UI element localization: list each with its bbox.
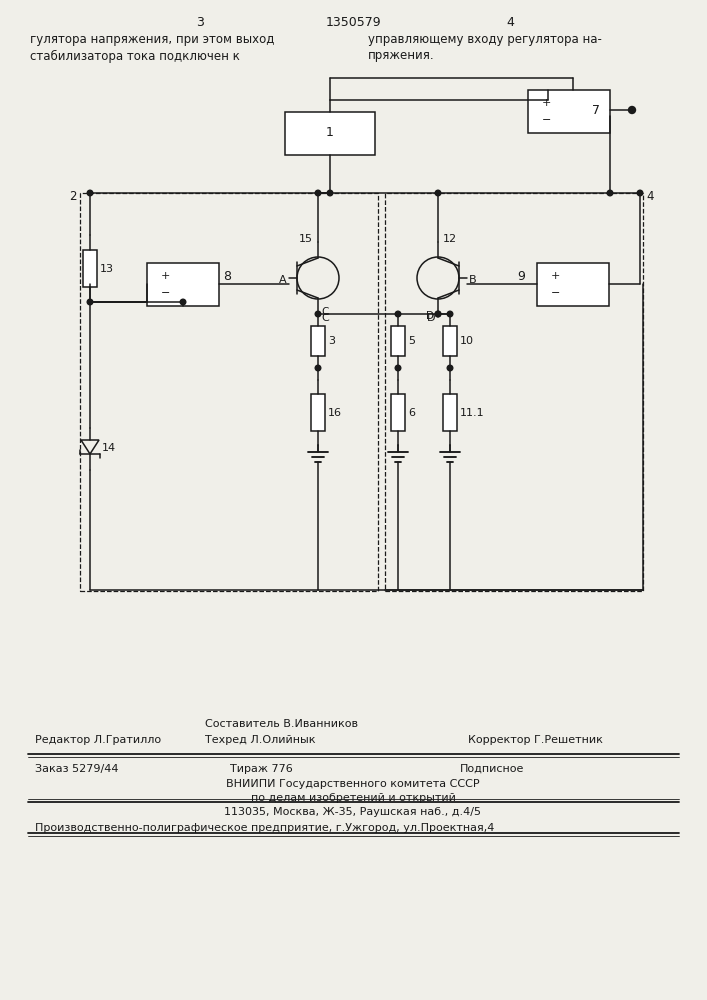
Text: +: +: [551, 271, 561, 281]
Text: Заказ 5279/44: Заказ 5279/44: [35, 764, 119, 774]
Circle shape: [436, 311, 440, 317]
Bar: [385, 193, 643, 591]
Bar: [443, 394, 457, 431]
Text: Тираж 776: Тираж 776: [230, 764, 293, 774]
Text: 113035, Москва, Ж-35, Раушская наб., д.4/5: 113035, Москва, Ж-35, Раушская наб., д.4…: [225, 807, 481, 817]
Text: 1350579: 1350579: [325, 15, 381, 28]
Circle shape: [637, 190, 643, 196]
Text: гулятора напряжения, при этом выход: гулятора напряжения, при этом выход: [30, 33, 274, 46]
Text: 12: 12: [443, 234, 457, 244]
Bar: [311, 394, 325, 431]
Text: B: B: [469, 275, 477, 285]
Bar: [80, 193, 378, 591]
Circle shape: [436, 190, 440, 196]
Text: 3: 3: [328, 336, 335, 346]
Text: 3: 3: [196, 15, 204, 28]
Text: 11.1: 11.1: [460, 408, 484, 418]
Circle shape: [327, 190, 333, 196]
Text: 15: 15: [299, 234, 313, 244]
Text: C: C: [321, 313, 329, 323]
Text: 4: 4: [646, 190, 653, 204]
Text: 8: 8: [223, 270, 231, 284]
Text: 4: 4: [506, 15, 514, 28]
Circle shape: [395, 365, 401, 371]
Bar: [147, 263, 219, 306]
Text: управляющему входу регулятора на-: управляющему входу регулятора на-: [368, 33, 602, 46]
Text: A: A: [279, 275, 287, 285]
Text: D: D: [426, 313, 435, 323]
Text: 13: 13: [100, 263, 114, 273]
Circle shape: [87, 299, 93, 305]
Text: 7: 7: [592, 104, 600, 117]
Text: Подписное: Подписное: [460, 764, 525, 774]
Circle shape: [448, 365, 452, 371]
Text: C: C: [321, 307, 328, 317]
Text: Составитель В.Иванников: Составитель В.Иванников: [205, 719, 358, 729]
Text: Корректор Г.Решетник: Корректор Г.Решетник: [468, 735, 603, 745]
Text: 16: 16: [328, 408, 342, 418]
Bar: [391, 326, 405, 356]
Circle shape: [629, 106, 636, 113]
Text: Техред Л.Олийнык: Техред Л.Олийнык: [205, 735, 315, 745]
Text: 5: 5: [408, 336, 415, 346]
Circle shape: [315, 190, 321, 196]
Bar: [443, 326, 457, 356]
Text: −: −: [542, 115, 551, 125]
Bar: [528, 90, 610, 133]
Bar: [285, 112, 375, 155]
Text: Редактор Л.Гратилло: Редактор Л.Гратилло: [35, 735, 161, 745]
Circle shape: [436, 311, 440, 317]
Bar: [391, 394, 405, 431]
Text: +: +: [161, 271, 170, 281]
Text: 10: 10: [460, 336, 474, 346]
Bar: [537, 263, 609, 306]
Text: 1: 1: [326, 126, 334, 139]
Text: −: −: [551, 288, 561, 298]
Text: пряжения.: пряжения.: [368, 49, 435, 62]
Bar: [311, 326, 325, 356]
Circle shape: [180, 299, 186, 305]
Text: Производственно-полиграфическое предприятие, г.Ужгород, ул.Проектная,4: Производственно-полиграфическое предприя…: [35, 823, 494, 833]
Text: 9: 9: [517, 270, 525, 284]
Circle shape: [315, 365, 321, 371]
Text: +: +: [542, 98, 551, 108]
Circle shape: [448, 311, 452, 317]
Bar: [83, 250, 97, 287]
Text: 6: 6: [408, 408, 415, 418]
Text: −: −: [161, 288, 170, 298]
Circle shape: [315, 311, 321, 317]
Text: по делам изобретений и открытий: по делам изобретений и открытий: [250, 793, 455, 803]
Text: D: D: [426, 311, 434, 321]
Circle shape: [395, 311, 401, 317]
Circle shape: [87, 190, 93, 196]
Text: ВНИИПИ Государственного комитета СССР: ВНИИПИ Государственного комитета СССР: [226, 779, 480, 789]
Text: стабилизатора тока подключен к: стабилизатора тока подключен к: [30, 49, 240, 63]
Text: 2: 2: [69, 190, 77, 204]
Text: 14: 14: [102, 443, 116, 453]
Circle shape: [607, 190, 613, 196]
